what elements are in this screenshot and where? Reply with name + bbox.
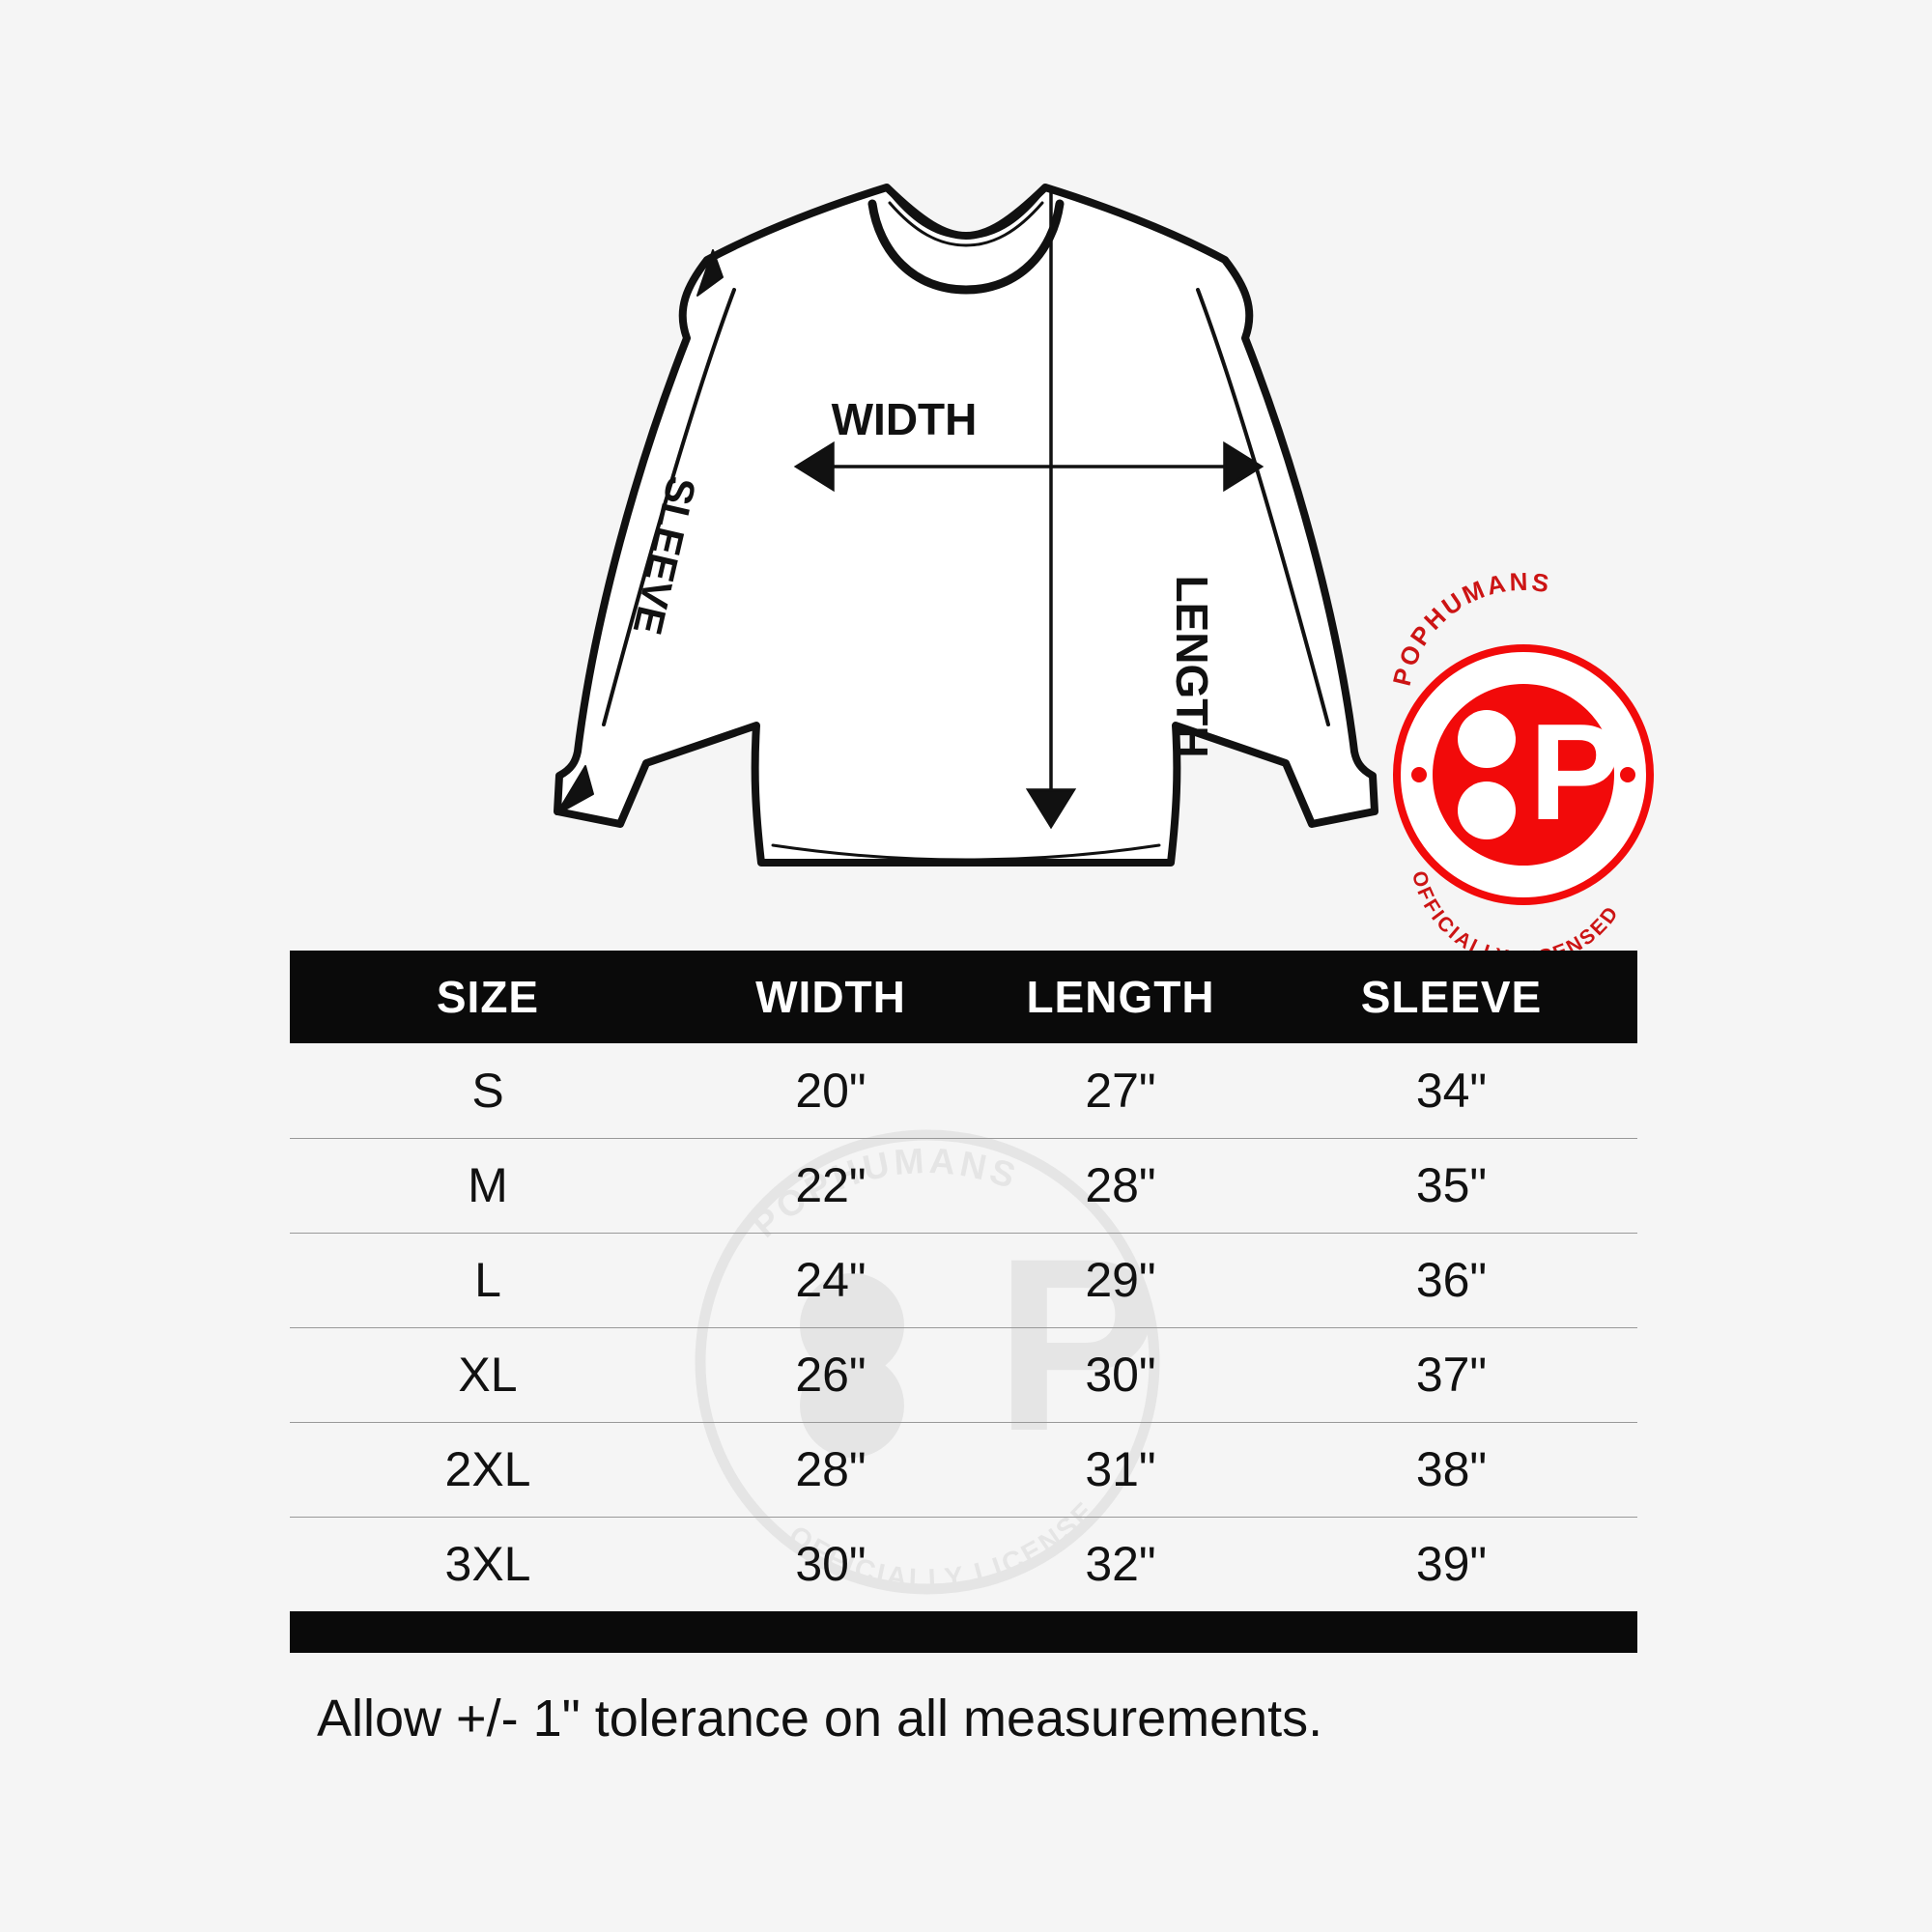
svg-text:P: P bbox=[1529, 696, 1621, 849]
svg-text:LENGTH: LENGTH bbox=[1167, 575, 1217, 757]
svg-text:WIDTH: WIDTH bbox=[832, 394, 978, 444]
